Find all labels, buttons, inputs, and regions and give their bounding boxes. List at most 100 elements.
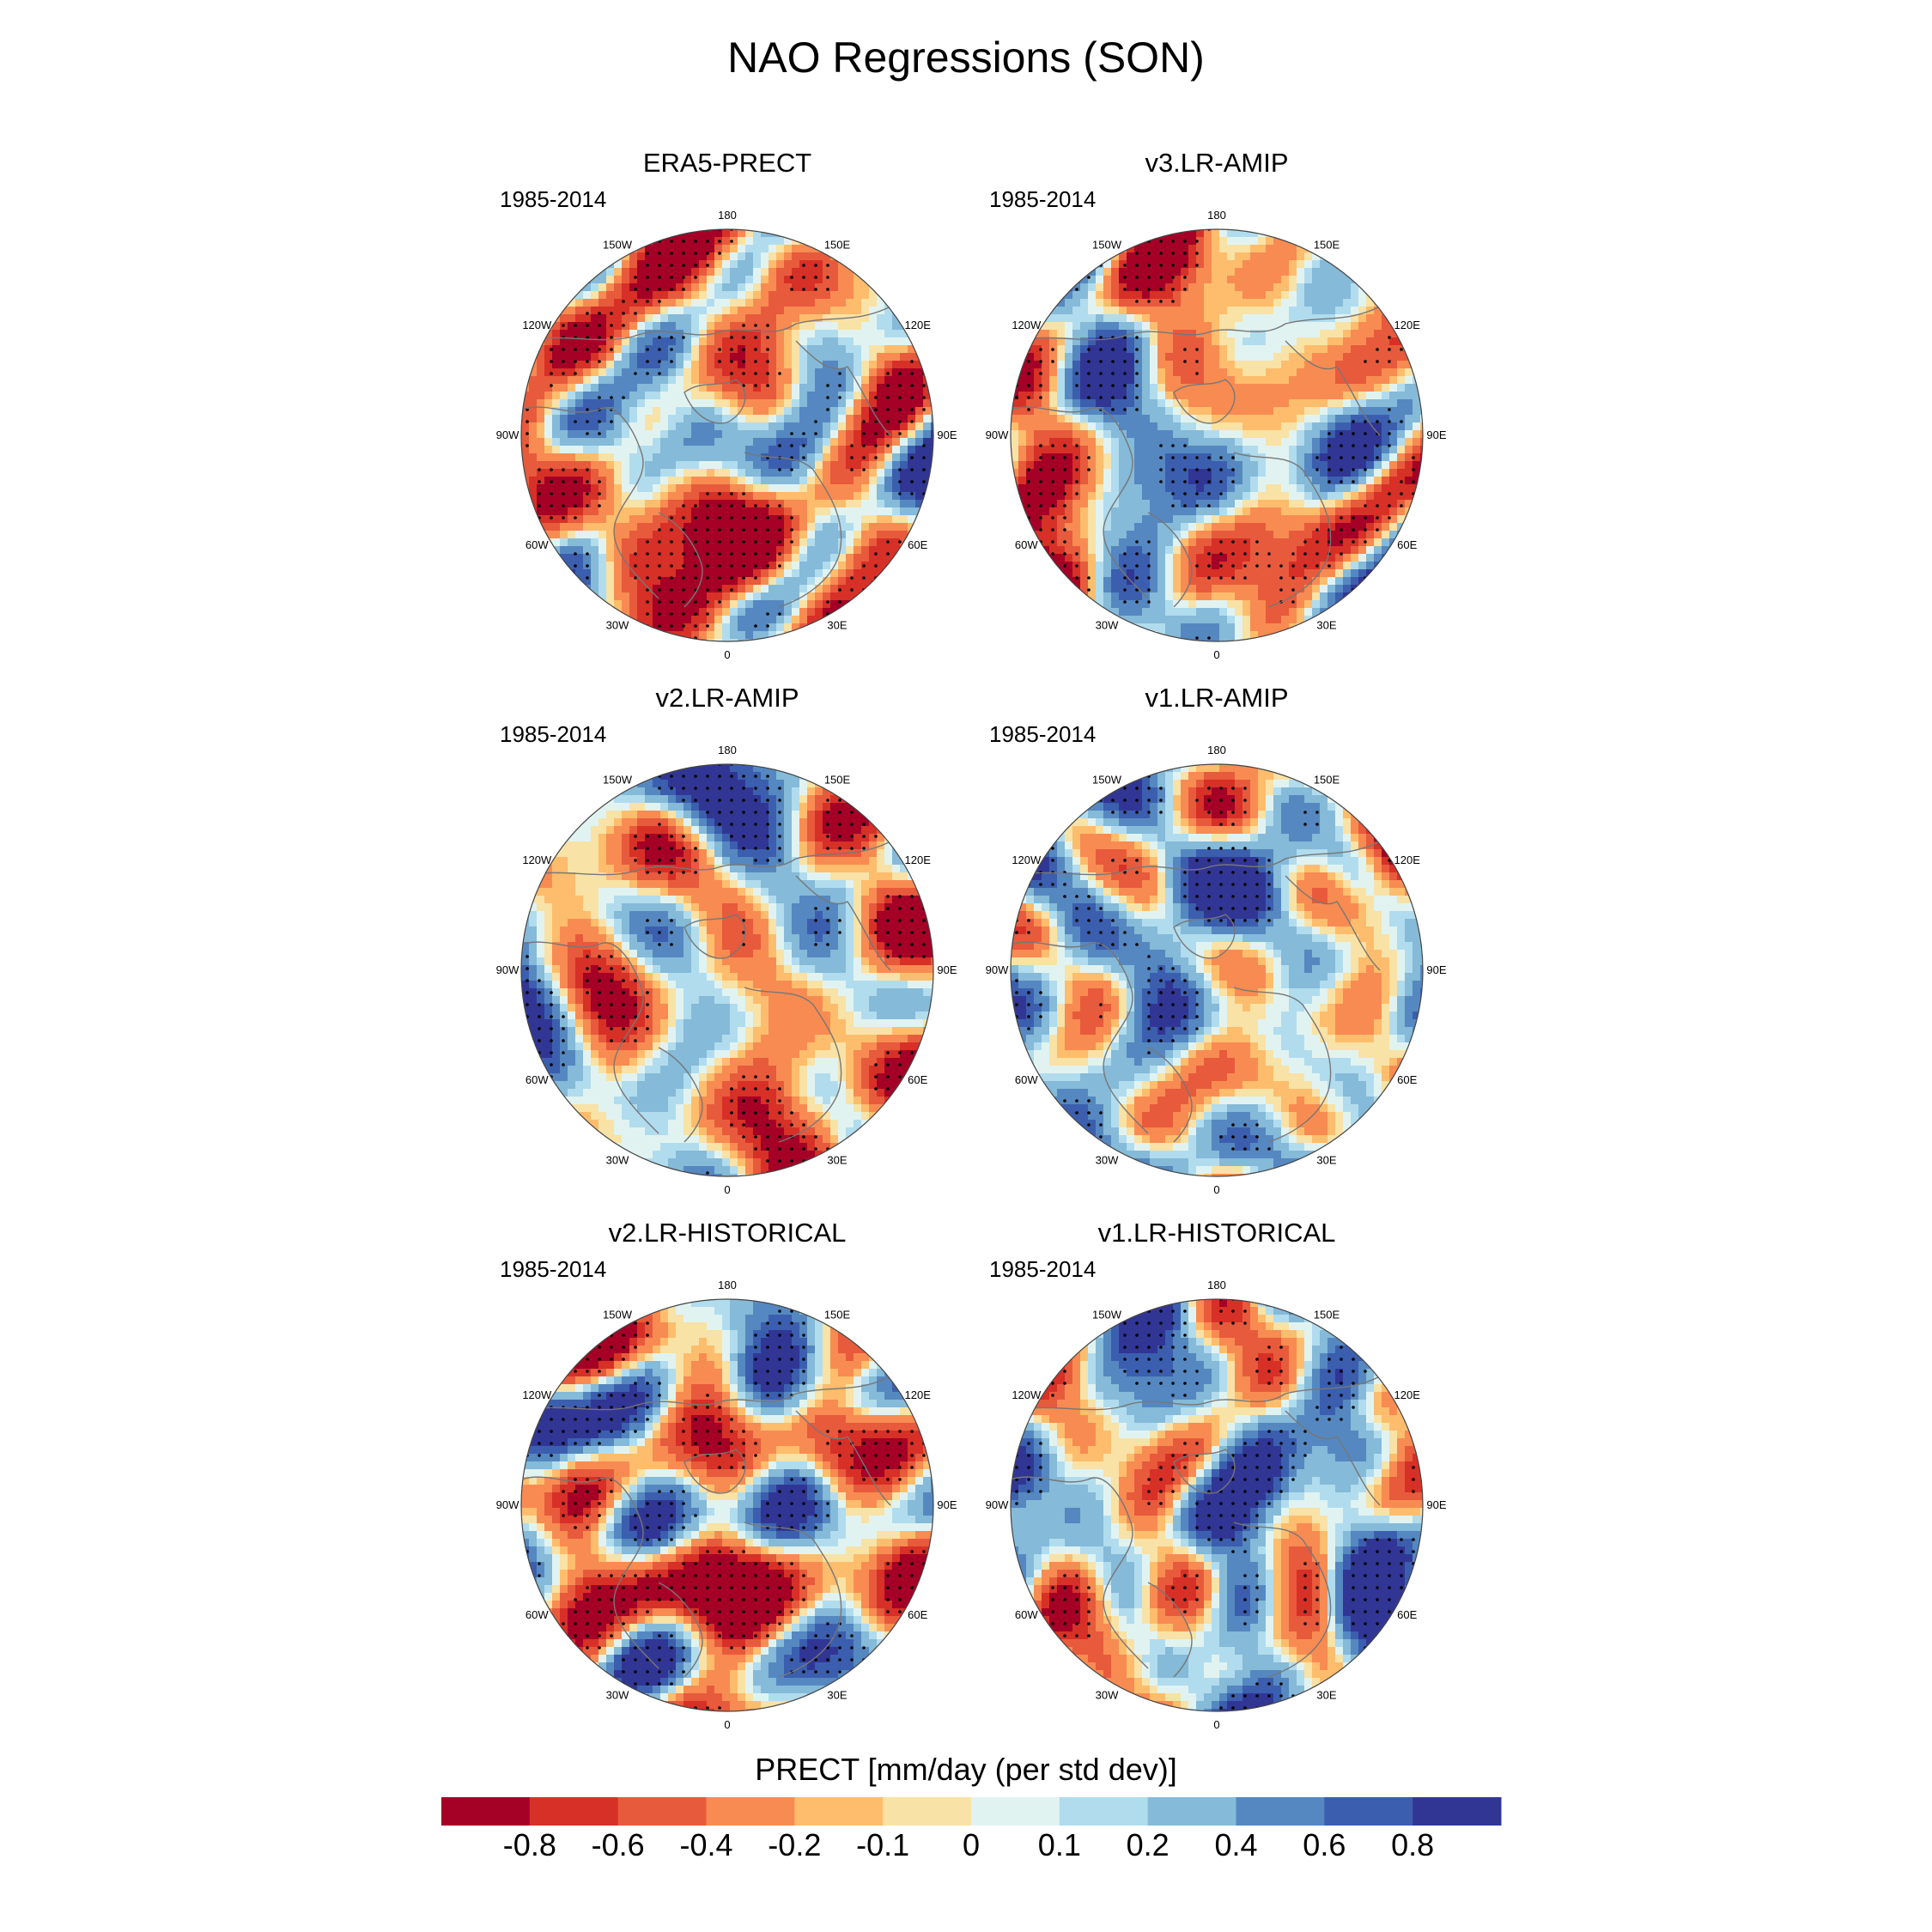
longitude-label: 180 bbox=[1207, 744, 1226, 756]
longitude-label: 120E bbox=[905, 319, 932, 331]
longitude-label: 60W bbox=[526, 1073, 549, 1086]
longitude-label: 180 bbox=[1207, 1279, 1226, 1291]
longitude-label: 150E bbox=[1314, 773, 1340, 786]
figure-title: NAO Regressions (SON) bbox=[727, 33, 1205, 82]
longitude-label: 120E bbox=[905, 1388, 932, 1401]
longitude-label: 180 bbox=[718, 209, 737, 222]
map-boundary bbox=[1010, 228, 1424, 642]
longitude-label: 30E bbox=[827, 1689, 847, 1702]
colorbar-swatch bbox=[529, 1797, 619, 1826]
coastlines bbox=[521, 841, 891, 1143]
panel-title: v2.LR-AMIP bbox=[655, 683, 799, 713]
polar-map: 180 150E 120E 90E 60E 30E 0 30W 60W 90W 120W 150W bbox=[986, 1279, 1447, 1731]
longitude-label: 60W bbox=[1015, 1073, 1038, 1086]
longitude-label: 120W bbox=[522, 854, 552, 866]
longitude-label: 30W bbox=[606, 1154, 629, 1167]
panel-title: v1.LR-HISTORICAL bbox=[1097, 1218, 1336, 1248]
colorbar-tick-label: 0.1 bbox=[1037, 1827, 1081, 1862]
colorbar-tick-label: 0.2 bbox=[1126, 1827, 1170, 1862]
longitude-label: 90E bbox=[937, 963, 957, 976]
colorbar-swatch bbox=[617, 1797, 707, 1826]
colorbar-swatch bbox=[1147, 1797, 1236, 1826]
longitude-label: 150E bbox=[824, 238, 851, 251]
longitude-label: 60E bbox=[1397, 1608, 1417, 1621]
colorbar-swatch bbox=[441, 1797, 531, 1826]
panel-period: 1985-2014 bbox=[989, 721, 1097, 747]
precip-anomaly-field bbox=[521, 764, 933, 1176]
colorbar-tick-label: -0.8 bbox=[502, 1827, 556, 1862]
polar-map: 180 150E 120E 90E 60E 30E 0 30W 60W 90W 120W 150W bbox=[496, 1279, 957, 1731]
map-panel-v1-amip: v1.LR-AMIP 1985-2014 180 150E 120E 90E 60E 30… bbox=[976, 683, 1457, 1196]
panel-period: 1985-2014 bbox=[989, 186, 1097, 212]
map-boundary bbox=[520, 228, 934, 642]
colorbar-swatch bbox=[1059, 1797, 1149, 1826]
colorbar-title: PRECT [mm/day (per std dev)] bbox=[755, 1752, 1177, 1787]
longitude-label: 30W bbox=[1096, 1689, 1119, 1702]
longitude-label: 60E bbox=[908, 1608, 927, 1621]
precip-anomaly-field bbox=[1011, 764, 1423, 1176]
colorbar-swatch bbox=[794, 1797, 884, 1826]
longitude-label: 0 bbox=[1213, 1718, 1219, 1731]
panel-period: 1985-2014 bbox=[500, 186, 607, 212]
longitude-label: 60W bbox=[1015, 1608, 1038, 1621]
longitude-label: 150E bbox=[824, 773, 851, 786]
longitude-label: 60E bbox=[1397, 1073, 1417, 1086]
colorbar-tick-label: -0.4 bbox=[679, 1827, 733, 1862]
longitude-label: 90E bbox=[937, 1498, 957, 1511]
longitude-label: 30E bbox=[1316, 1689, 1336, 1702]
polar-map: 180 150E 120E 90E 60E 30E 0 30W 60W 90W 120W 150W bbox=[986, 744, 1447, 1196]
colorbar-swatch bbox=[883, 1797, 972, 1826]
longitude-label: 90W bbox=[496, 963, 519, 976]
longitude-label: 30W bbox=[1096, 1154, 1119, 1167]
longitude-label: 120W bbox=[1012, 319, 1042, 331]
longitude-label: 180 bbox=[718, 1279, 737, 1291]
longitude-label: 90W bbox=[496, 428, 519, 441]
colorbar-tick-label: -0.1 bbox=[856, 1827, 910, 1862]
map-panel-v2-amip: v2.LR-AMIP 1985-2014 180 150E 120E 90E 60E 30… bbox=[487, 683, 968, 1196]
longitude-label: 60W bbox=[1015, 538, 1038, 551]
colorbar-swatch bbox=[1324, 1797, 1413, 1826]
longitude-label: 30E bbox=[827, 1154, 847, 1167]
longitude-label: 120W bbox=[522, 319, 552, 331]
longitude-label: 150W bbox=[603, 238, 633, 251]
longitude-label: 0 bbox=[1213, 1183, 1219, 1196]
panel-title: ERA5-PRECT bbox=[642, 148, 812, 178]
panel-title: v1.LR-AMIP bbox=[1145, 683, 1289, 713]
colorbar-swatch bbox=[1236, 1797, 1325, 1826]
map-panel-v1-historical: v1.LR-HISTORICAL 1985-2014 180 150E 120E 90… bbox=[976, 1218, 1457, 1731]
colorbar-tick-label: 0.4 bbox=[1214, 1827, 1258, 1862]
panel-title: v3.LR-AMIP bbox=[1145, 148, 1289, 178]
longitude-label: 30W bbox=[606, 1689, 629, 1702]
longitude-label: 120E bbox=[1394, 854, 1421, 866]
map-panel-v2-historical: v2.LR-HISTORICAL 1985-2014 180 150E 120E 90… bbox=[487, 1218, 968, 1731]
longitude-label: 150W bbox=[1092, 773, 1122, 786]
longitude-label: 90W bbox=[986, 428, 1009, 441]
longitude-label: 60E bbox=[908, 538, 927, 551]
longitude-label: 150W bbox=[1092, 238, 1122, 251]
map-boundary bbox=[520, 763, 934, 1177]
longitude-label: 120W bbox=[1012, 854, 1042, 866]
colorbar-swatch bbox=[1413, 1797, 1502, 1826]
precip-anomaly-field bbox=[1011, 229, 1423, 641]
coastlines bbox=[1011, 1376, 1381, 1678]
longitude-label: 180 bbox=[718, 744, 737, 756]
longitude-label: 150E bbox=[1314, 238, 1340, 251]
longitude-label: 0 bbox=[724, 1718, 730, 1731]
longitude-label: 120W bbox=[1012, 1388, 1042, 1401]
longitude-label: 150W bbox=[603, 1308, 633, 1321]
longitude-label: 30W bbox=[1096, 619, 1119, 632]
longitude-label: 0 bbox=[724, 648, 730, 661]
colorbar-swatch bbox=[706, 1797, 795, 1826]
longitude-label: 150E bbox=[824, 1308, 851, 1321]
map-panel-v3-amip: v3.LR-AMIP 1985-2014 180 150E 120E 90E 60E 30… bbox=[976, 148, 1457, 661]
longitude-label: 60E bbox=[1397, 538, 1417, 551]
colorbar-tick-label: 0.8 bbox=[1391, 1827, 1435, 1862]
longitude-label: 90E bbox=[1426, 963, 1446, 976]
polar-map: 180 150E 120E 90E 60E 30E 0 30W 60W 90W 120W 150W bbox=[496, 209, 957, 661]
colorbar-tick-label: -0.2 bbox=[768, 1827, 822, 1862]
longitude-label: 60E bbox=[908, 1073, 927, 1086]
longitude-label: 120E bbox=[905, 854, 932, 866]
longitude-label: 60W bbox=[526, 538, 549, 551]
longitude-label: 90W bbox=[496, 1498, 519, 1511]
map-boundary bbox=[1010, 1298, 1424, 1712]
